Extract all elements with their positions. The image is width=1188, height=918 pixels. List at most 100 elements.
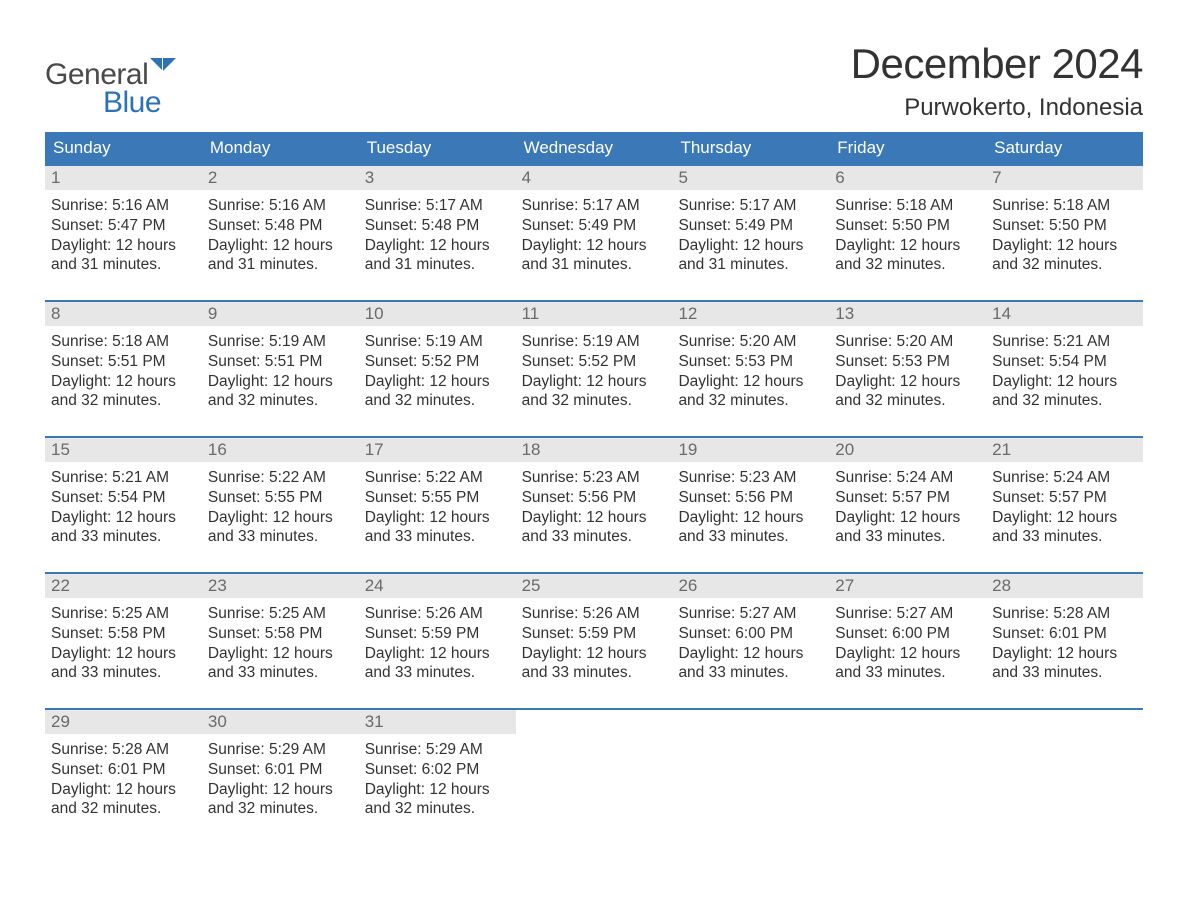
day-number: 5 <box>672 166 829 190</box>
calendar: SundayMondayTuesdayWednesdayThursdayFrid… <box>45 132 1143 832</box>
sunset-line: Sunset: 5:51 PM <box>51 352 196 372</box>
sunrise-line: Sunrise: 5:19 AM <box>522 332 667 352</box>
day-number: 7 <box>986 166 1143 190</box>
day-number: 29 <box>45 710 202 734</box>
week-spacer <box>45 696 1143 708</box>
day-info: Sunrise: 5:17 AMSunset: 5:49 PMDaylight:… <box>672 190 829 281</box>
day-info: Sunrise: 5:26 AMSunset: 5:59 PMDaylight:… <box>516 598 673 689</box>
sunrise-line: Sunrise: 5:23 AM <box>522 468 667 488</box>
day-cell: 13Sunrise: 5:20 AMSunset: 5:53 PMDayligh… <box>829 302 986 424</box>
day-cell: 1Sunrise: 5:16 AMSunset: 5:47 PMDaylight… <box>45 166 202 288</box>
daylight-line: Daylight: 12 hours and 33 minutes. <box>51 644 196 684</box>
day-number: 2 <box>202 166 359 190</box>
sunset-line: Sunset: 5:51 PM <box>208 352 353 372</box>
day-number: 31 <box>359 710 516 734</box>
sunrise-line: Sunrise: 5:25 AM <box>51 604 196 624</box>
day-cell: 31Sunrise: 5:29 AMSunset: 6:02 PMDayligh… <box>359 710 516 832</box>
sunset-line: Sunset: 6:01 PM <box>51 760 196 780</box>
daylight-line: Daylight: 12 hours and 33 minutes. <box>522 644 667 684</box>
sunset-line: Sunset: 5:54 PM <box>51 488 196 508</box>
day-header-friday: Friday <box>829 132 986 164</box>
sunrise-line: Sunrise: 5:23 AM <box>678 468 823 488</box>
daylight-line: Daylight: 12 hours and 33 minutes. <box>51 508 196 548</box>
daylight-line: Daylight: 12 hours and 33 minutes. <box>992 508 1137 548</box>
day-number: 8 <box>45 302 202 326</box>
day-cell: 17Sunrise: 5:22 AMSunset: 5:55 PMDayligh… <box>359 438 516 560</box>
sunset-line: Sunset: 5:49 PM <box>522 216 667 236</box>
day-number: 27 <box>829 574 986 598</box>
day-info: Sunrise: 5:19 AMSunset: 5:52 PMDaylight:… <box>359 326 516 417</box>
sunrise-line: Sunrise: 5:21 AM <box>51 468 196 488</box>
sunrise-line: Sunrise: 5:17 AM <box>365 196 510 216</box>
day-cell: 25Sunrise: 5:26 AMSunset: 5:59 PMDayligh… <box>516 574 673 696</box>
sunrise-line: Sunrise: 5:28 AM <box>51 740 196 760</box>
day-cell: 3Sunrise: 5:17 AMSunset: 5:48 PMDaylight… <box>359 166 516 288</box>
day-info: Sunrise: 5:18 AMSunset: 5:51 PMDaylight:… <box>45 326 202 417</box>
day-info: Sunrise: 5:16 AMSunset: 5:48 PMDaylight:… <box>202 190 359 281</box>
day-info: Sunrise: 5:28 AMSunset: 6:01 PMDaylight:… <box>45 734 202 825</box>
sunset-line: Sunset: 6:02 PM <box>365 760 510 780</box>
day-number: 25 <box>516 574 673 598</box>
sunset-line: Sunset: 5:47 PM <box>51 216 196 236</box>
day-number: 30 <box>202 710 359 734</box>
sunset-line: Sunset: 6:00 PM <box>835 624 980 644</box>
daylight-line: Daylight: 12 hours and 33 minutes. <box>678 508 823 548</box>
sunrise-line: Sunrise: 5:19 AM <box>208 332 353 352</box>
location-text: Purwokerto, Indonesia <box>851 94 1143 122</box>
day-number: 22 <box>45 574 202 598</box>
day-number: 20 <box>829 438 986 462</box>
day-cell <box>672 710 829 832</box>
day-cell <box>829 710 986 832</box>
week-spacer <box>45 424 1143 436</box>
sunset-line: Sunset: 5:57 PM <box>992 488 1137 508</box>
daylight-line: Daylight: 12 hours and 33 minutes. <box>835 644 980 684</box>
day-number: 6 <box>829 166 986 190</box>
day-info: Sunrise: 5:24 AMSunset: 5:57 PMDaylight:… <box>829 462 986 553</box>
day-number: 17 <box>359 438 516 462</box>
week-row: 15Sunrise: 5:21 AMSunset: 5:54 PMDayligh… <box>45 436 1143 560</box>
daylight-line: Daylight: 12 hours and 32 minutes. <box>835 236 980 276</box>
sunset-line: Sunset: 5:55 PM <box>208 488 353 508</box>
sunrise-line: Sunrise: 5:24 AM <box>992 468 1137 488</box>
day-cell: 2Sunrise: 5:16 AMSunset: 5:48 PMDaylight… <box>202 166 359 288</box>
day-info: Sunrise: 5:20 AMSunset: 5:53 PMDaylight:… <box>829 326 986 417</box>
logo-blue-text: Blue <box>103 86 161 119</box>
sunrise-line: Sunrise: 5:17 AM <box>522 196 667 216</box>
daylight-line: Daylight: 12 hours and 31 minutes. <box>678 236 823 276</box>
day-info: Sunrise: 5:19 AMSunset: 5:52 PMDaylight:… <box>516 326 673 417</box>
sunset-line: Sunset: 5:49 PM <box>678 216 823 236</box>
day-cell: 4Sunrise: 5:17 AMSunset: 5:49 PMDaylight… <box>516 166 673 288</box>
sunset-line: Sunset: 5:48 PM <box>365 216 510 236</box>
daylight-line: Daylight: 12 hours and 31 minutes. <box>51 236 196 276</box>
sunrise-line: Sunrise: 5:20 AM <box>678 332 823 352</box>
sunset-line: Sunset: 5:48 PM <box>208 216 353 236</box>
daylight-line: Daylight: 12 hours and 32 minutes. <box>992 372 1137 412</box>
day-cell: 28Sunrise: 5:28 AMSunset: 6:01 PMDayligh… <box>986 574 1143 696</box>
sunset-line: Sunset: 5:59 PM <box>522 624 667 644</box>
daylight-line: Daylight: 12 hours and 31 minutes. <box>522 236 667 276</box>
sunrise-line: Sunrise: 5:20 AM <box>835 332 980 352</box>
day-info: Sunrise: 5:28 AMSunset: 6:01 PMDaylight:… <box>986 598 1143 689</box>
day-cell: 18Sunrise: 5:23 AMSunset: 5:56 PMDayligh… <box>516 438 673 560</box>
sunset-line: Sunset: 6:00 PM <box>678 624 823 644</box>
sunrise-line: Sunrise: 5:27 AM <box>835 604 980 624</box>
day-number: 15 <box>45 438 202 462</box>
day-cell: 7Sunrise: 5:18 AMSunset: 5:50 PMDaylight… <box>986 166 1143 288</box>
sunset-line: Sunset: 5:53 PM <box>835 352 980 372</box>
daylight-line: Daylight: 12 hours and 33 minutes. <box>365 508 510 548</box>
sunrise-line: Sunrise: 5:27 AM <box>678 604 823 624</box>
day-header-tuesday: Tuesday <box>359 132 516 164</box>
day-number: 14 <box>986 302 1143 326</box>
day-cell <box>516 710 673 832</box>
day-number: 1 <box>45 166 202 190</box>
week-row: 8Sunrise: 5:18 AMSunset: 5:51 PMDaylight… <box>45 300 1143 424</box>
daylight-line: Daylight: 12 hours and 33 minutes. <box>208 644 353 684</box>
title-block: December 2024 Purwokerto, Indonesia <box>851 40 1143 122</box>
sunset-line: Sunset: 5:52 PM <box>522 352 667 372</box>
sunrise-line: Sunrise: 5:19 AM <box>365 332 510 352</box>
day-cell: 26Sunrise: 5:27 AMSunset: 6:00 PMDayligh… <box>672 574 829 696</box>
daylight-line: Daylight: 12 hours and 32 minutes. <box>365 372 510 412</box>
day-info: Sunrise: 5:17 AMSunset: 5:49 PMDaylight:… <box>516 190 673 281</box>
day-info: Sunrise: 5:22 AMSunset: 5:55 PMDaylight:… <box>202 462 359 553</box>
daylight-line: Daylight: 12 hours and 32 minutes. <box>835 372 980 412</box>
